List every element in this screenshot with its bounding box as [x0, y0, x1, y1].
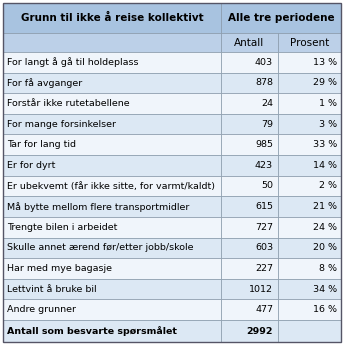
Bar: [221, 217, 278, 238]
Bar: [3, 155, 221, 176]
Bar: [3, 217, 221, 238]
Text: For mange forsinkelser: For mange forsinkelser: [7, 120, 116, 129]
Bar: [278, 176, 341, 196]
Text: 403: 403: [255, 58, 273, 67]
Bar: [278, 52, 341, 72]
Text: 29 %: 29 %: [313, 78, 337, 87]
Bar: [221, 93, 278, 114]
Bar: [3, 114, 221, 135]
Bar: [221, 176, 278, 196]
Text: 24 %: 24 %: [313, 223, 337, 232]
Text: 8 %: 8 %: [319, 264, 337, 273]
Text: 985: 985: [255, 140, 273, 149]
Text: 21 %: 21 %: [313, 202, 337, 211]
Text: 615: 615: [255, 202, 273, 211]
Text: 33 %: 33 %: [313, 140, 337, 149]
Text: Forstår ikke rutetabellene: Forstår ikke rutetabellene: [7, 99, 130, 108]
Bar: [221, 279, 278, 299]
Bar: [221, 3, 341, 33]
Bar: [3, 72, 221, 93]
Bar: [221, 299, 278, 320]
Bar: [3, 258, 221, 279]
Bar: [278, 155, 341, 176]
Text: 3 %: 3 %: [319, 120, 337, 129]
Text: 878: 878: [255, 78, 273, 87]
Text: 34 %: 34 %: [313, 285, 337, 294]
Text: 79: 79: [261, 120, 273, 129]
Text: 227: 227: [255, 264, 273, 273]
Text: 727: 727: [255, 223, 273, 232]
Bar: [3, 176, 221, 196]
Text: Tar for lang tid: Tar for lang tid: [7, 140, 76, 149]
Bar: [3, 196, 221, 217]
Bar: [3, 279, 221, 299]
Bar: [278, 299, 341, 320]
Text: 13 %: 13 %: [313, 58, 337, 67]
Bar: [221, 258, 278, 279]
Text: Trengte bilen i arbeidet: Trengte bilen i arbeidet: [7, 223, 117, 232]
Text: 24: 24: [261, 99, 273, 108]
Text: 50: 50: [261, 181, 273, 190]
Bar: [278, 320, 341, 342]
Bar: [278, 217, 341, 238]
Bar: [3, 320, 221, 342]
Bar: [3, 135, 221, 155]
Text: Prosent: Prosent: [290, 38, 329, 48]
Bar: [221, 155, 278, 176]
Bar: [221, 135, 278, 155]
Text: 477: 477: [255, 305, 273, 314]
Bar: [221, 52, 278, 72]
Text: Lettvint å bruke bil: Lettvint å bruke bil: [7, 285, 97, 294]
Bar: [221, 33, 278, 52]
Text: Andre grunner: Andre grunner: [7, 305, 76, 314]
Bar: [278, 114, 341, 135]
Text: 2992: 2992: [247, 326, 273, 335]
Text: 1 %: 1 %: [319, 99, 337, 108]
Bar: [221, 72, 278, 93]
Text: Alle tre periodene: Alle tre periodene: [228, 13, 334, 23]
Bar: [3, 93, 221, 114]
Bar: [278, 72, 341, 93]
Bar: [3, 299, 221, 320]
Bar: [221, 238, 278, 258]
Bar: [3, 3, 221, 33]
Bar: [278, 135, 341, 155]
Text: Antall: Antall: [234, 38, 265, 48]
Text: Antall som besvarte spørsmålet: Antall som besvarte spørsmålet: [7, 326, 177, 336]
Bar: [221, 196, 278, 217]
Text: Må bytte mellom flere transportmidler: Må bytte mellom flere transportmidler: [7, 202, 190, 211]
Bar: [3, 33, 221, 52]
Bar: [3, 52, 221, 72]
Bar: [278, 279, 341, 299]
Text: Er for dyrt: Er for dyrt: [7, 161, 55, 170]
Bar: [278, 238, 341, 258]
Text: 2 %: 2 %: [319, 181, 337, 190]
Bar: [221, 320, 278, 342]
Text: Grunn til ikke å reise kollektivt: Grunn til ikke å reise kollektivt: [21, 13, 203, 23]
Text: 1012: 1012: [249, 285, 273, 294]
Bar: [278, 196, 341, 217]
Text: 14 %: 14 %: [313, 161, 337, 170]
Text: 16 %: 16 %: [313, 305, 337, 314]
Text: 20 %: 20 %: [313, 243, 337, 252]
Bar: [3, 238, 221, 258]
Text: Har med mye bagasje: Har med mye bagasje: [7, 264, 112, 273]
Bar: [221, 114, 278, 135]
Text: Skulle annet ærend før/etter jobb/skole: Skulle annet ærend før/etter jobb/skole: [7, 243, 193, 252]
Text: For langt å gå til holdeplass: For langt å gå til holdeplass: [7, 57, 139, 67]
Bar: [278, 258, 341, 279]
Text: 423: 423: [255, 161, 273, 170]
Bar: [278, 93, 341, 114]
Text: For få avganger: For få avganger: [7, 78, 82, 88]
Text: Er ubekvemt (får ikke sitte, for varmt/kaldt): Er ubekvemt (får ikke sitte, for varmt/k…: [7, 181, 215, 190]
Text: 603: 603: [255, 243, 273, 252]
Bar: [278, 33, 341, 52]
